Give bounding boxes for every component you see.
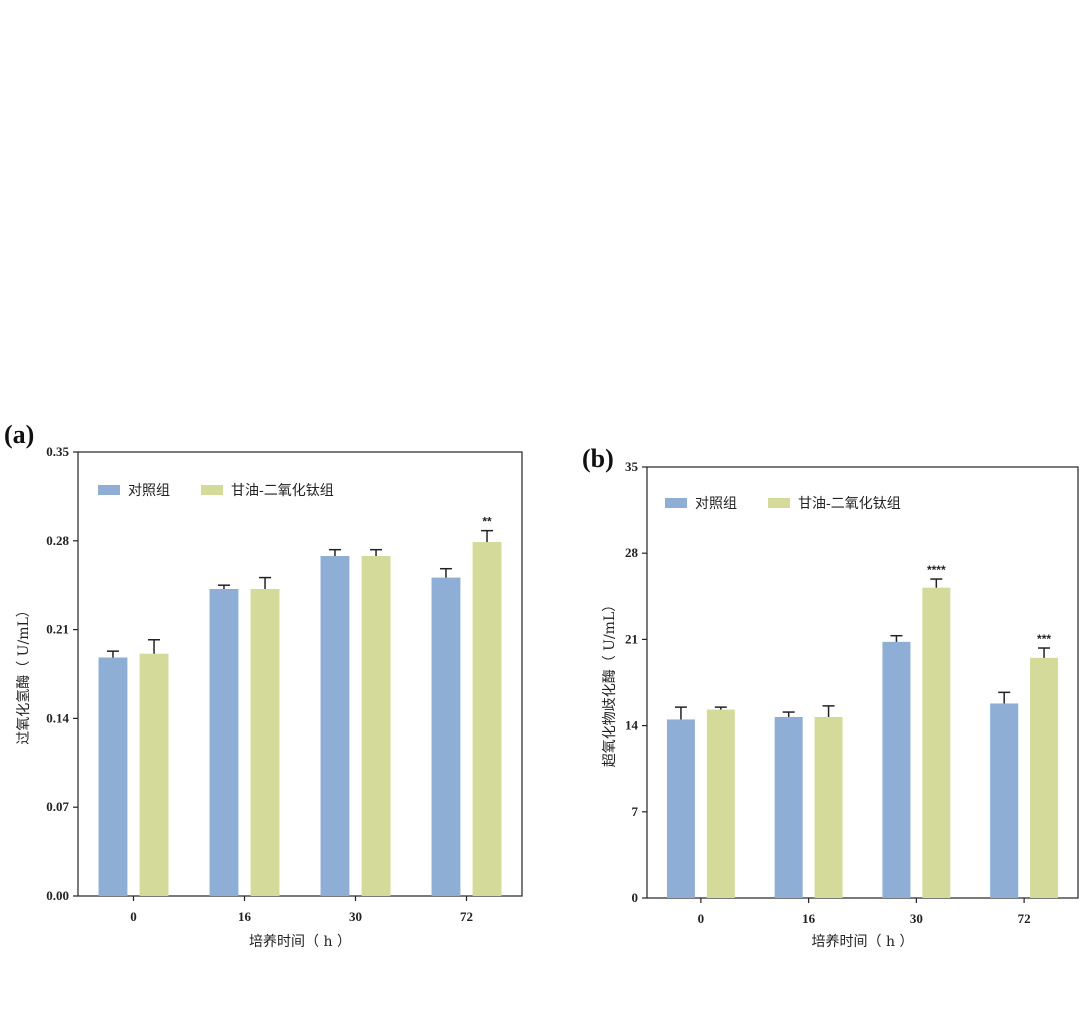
x-tick-label: 16 — [802, 911, 816, 926]
panel-label: (a) — [4, 420, 34, 449]
legend-swatch — [665, 498, 687, 508]
bar — [209, 589, 239, 896]
significance-marker: ** — [482, 515, 492, 529]
bar — [98, 657, 128, 896]
x-axis-title: 培养时间（ h ） — [249, 934, 351, 950]
x-tick-label: 72 — [1018, 911, 1031, 926]
bar — [814, 716, 843, 898]
significance-marker: *** — [1037, 632, 1051, 646]
bar — [990, 703, 1019, 898]
y-tick-label: 0.00 — [46, 888, 69, 903]
legend-label: 甘油-二氧化钛组 — [231, 483, 334, 499]
y-axis-title: 过氧化氢酶（ U/mL） — [16, 603, 32, 745]
y-tick-label: 0.35 — [46, 444, 69, 459]
x-tick-label: 0 — [130, 909, 137, 924]
bar — [139, 653, 169, 896]
bar — [1030, 657, 1059, 898]
y-tick-label: 0.28 — [46, 533, 69, 548]
x-tick-label: 0 — [698, 911, 705, 926]
bar — [774, 716, 803, 898]
bar — [706, 709, 735, 898]
bar — [472, 542, 502, 896]
y-tick-label: 0 — [632, 890, 639, 905]
panel-label: (b) — [582, 444, 614, 473]
y-tick-label: 0.21 — [46, 622, 69, 637]
y-tick-label: 14 — [625, 718, 639, 733]
plot-frame — [77, 451, 523, 897]
bar — [666, 719, 695, 898]
legend-label: 甘油-二氧化钛组 — [798, 496, 901, 512]
bar — [922, 587, 951, 898]
x-tick-label: 30 — [910, 911, 923, 926]
x-tick-label: 16 — [238, 909, 252, 924]
y-axis-title: 超氧化物歧化酶（ U/mL） — [602, 598, 618, 768]
y-tick-label: 0.07 — [46, 799, 69, 814]
bar — [361, 556, 391, 896]
significance-marker: **** — [927, 563, 946, 577]
bar — [882, 641, 911, 898]
bar — [431, 577, 461, 896]
legend-swatch — [98, 485, 120, 495]
legend-label: 对照组 — [695, 496, 737, 512]
y-tick-label: 7 — [632, 804, 639, 819]
legend-swatch — [768, 498, 790, 508]
legend-label: 对照组 — [128, 483, 170, 499]
x-tick-label: 72 — [460, 909, 473, 924]
y-tick-label: 21 — [625, 631, 638, 646]
legend-swatch — [201, 485, 223, 495]
chart-panel-a: (a) 0.00 0.07 0.14 0.21 0.28 0.35 0 16 30 72 ** 培养时间… — [4, 420, 523, 950]
x-tick-label: 30 — [349, 909, 362, 924]
bar — [250, 589, 280, 896]
chart-panel-b: (b) 0 7 14 21 28 35 0 16 30 **** 72 *** 培养时间（ h ） 超氧化物… — [582, 444, 1079, 950]
bar — [320, 556, 350, 896]
x-axis-title: 培养时间（ h ） — [812, 934, 914, 950]
y-tick-label: 28 — [625, 545, 639, 560]
plot-frame — [646, 466, 1079, 899]
y-tick-label: 0.14 — [46, 710, 69, 725]
y-tick-label: 35 — [625, 459, 639, 474]
